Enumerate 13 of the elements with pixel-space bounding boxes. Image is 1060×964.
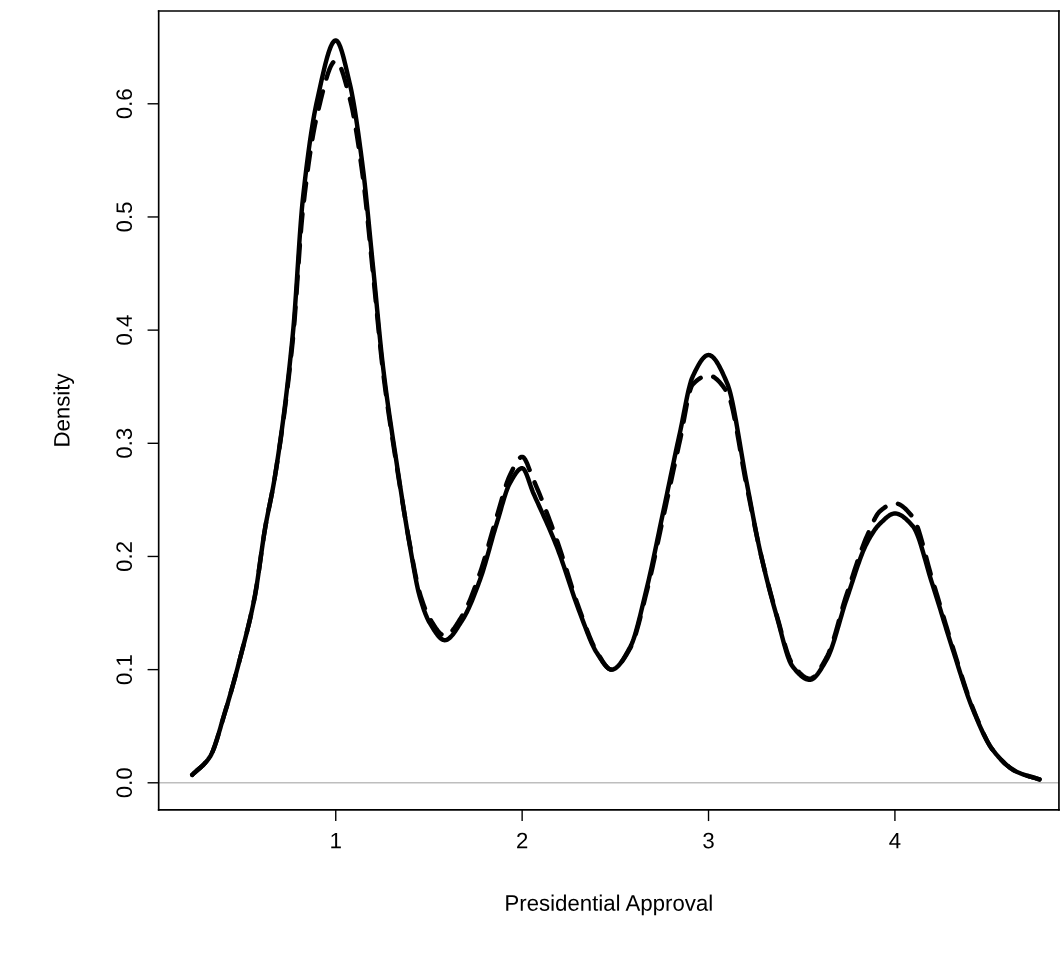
y-tick-label: 0.5 xyxy=(116,202,133,232)
y-axis-title: Density xyxy=(53,373,75,446)
x-axis-title: Presidential Approval xyxy=(506,894,712,916)
y-tick-label: 0.1 xyxy=(116,655,133,685)
y-tick-label: 0.6 xyxy=(116,89,133,119)
x-tick-label: 3 xyxy=(703,832,714,849)
y-tick-label: 0.0 xyxy=(116,768,133,798)
x-tick-label: 2 xyxy=(517,832,528,849)
y-tick-label: 0.2 xyxy=(116,542,133,572)
y-tick-label: 0.3 xyxy=(116,428,133,458)
x-tick-label: 4 xyxy=(889,832,901,849)
y-tick-label: 0.4 xyxy=(116,315,133,345)
x-tick-label: 1 xyxy=(331,832,341,849)
